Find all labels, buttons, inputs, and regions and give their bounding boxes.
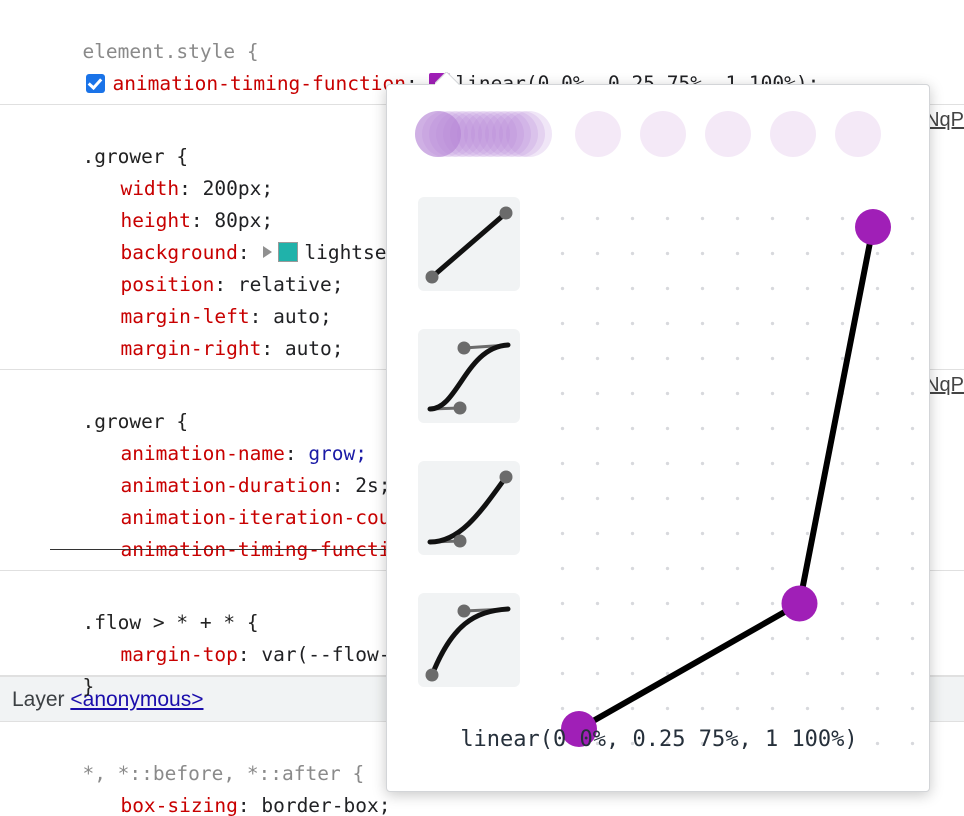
selector-line[interactable]: *, *::before, *::after { bbox=[0, 726, 964, 785]
property-name[interactable]: animation-timing-function bbox=[120, 538, 414, 561]
preview-dot bbox=[415, 111, 461, 157]
declaration-value[interactable]: var(--flow-spa bbox=[261, 643, 426, 666]
layer-anonymous-link[interactable]: <anonymous> bbox=[70, 688, 204, 711]
preview-trail-dot bbox=[457, 111, 503, 157]
easing-value-label: linear(0 0%, 0.25 75%, 1 100%) bbox=[460, 727, 858, 752]
selector-text: .grower { bbox=[82, 145, 189, 168]
property-name[interactable]: animation-iteration-count bbox=[120, 506, 414, 529]
declaration-animation-name[interactable]: animation-name: grow; bbox=[0, 406, 964, 465]
layer-label: Layer bbox=[12, 688, 71, 711]
preview-trail-dot bbox=[485, 111, 531, 157]
property-name[interactable]: animation-name bbox=[120, 442, 285, 465]
colon: : bbox=[179, 177, 203, 200]
declaration-value[interactable]: 80px; bbox=[214, 209, 274, 232]
declaration-position[interactable]: position: relative; bbox=[0, 237, 964, 296]
preset-ease-in[interactable] bbox=[418, 461, 520, 555]
expand-triangle-icon[interactable] bbox=[263, 246, 273, 258]
property-name[interactable]: animation-timing-function bbox=[112, 72, 406, 95]
preview-trail-dot bbox=[492, 111, 538, 157]
animation-preview-strip bbox=[387, 103, 931, 165]
preview-trail-dot bbox=[471, 111, 517, 157]
property-name[interactable]: margin-top bbox=[120, 643, 238, 666]
property-name[interactable]: margin-right bbox=[120, 337, 262, 360]
property-name[interactable]: margin-left bbox=[120, 305, 250, 328]
selector-text: *, *::before, *::after { bbox=[82, 762, 365, 785]
colon: : bbox=[237, 643, 262, 666]
colon: : bbox=[284, 442, 309, 465]
declaration-value[interactable]: grow; bbox=[308, 442, 368, 465]
property-name[interactable]: position bbox=[120, 273, 215, 296]
property-name[interactable]: width bbox=[120, 177, 180, 200]
curve-control-point[interactable] bbox=[561, 711, 597, 747]
stylesheet-source-link[interactable]: NqP bbox=[925, 109, 964, 131]
selector-line[interactable]: .flow > * + * { bbox=[0, 575, 964, 634]
colon: : bbox=[406, 72, 429, 95]
declaration-value[interactable]: auto; bbox=[273, 305, 332, 328]
preset-ease-out[interactable] bbox=[418, 593, 520, 687]
preview-trail-dot bbox=[506, 111, 552, 157]
easing-curve-line bbox=[576, 224, 876, 732]
selector-line[interactable]: element.style { bbox=[0, 4, 964, 63]
easing-curve-svg bbox=[561, 209, 891, 747]
preset-linear[interactable] bbox=[418, 197, 520, 291]
colon: : bbox=[261, 337, 285, 360]
declaration-animation-duration[interactable]: animation-duration: 2s; bbox=[0, 438, 964, 497]
property-name[interactable]: box-sizing bbox=[120, 794, 238, 816]
declaration-value[interactable]: border-box; bbox=[261, 794, 391, 816]
preview-dot bbox=[575, 111, 621, 157]
declaration-height[interactable]: height: 80px; bbox=[0, 173, 964, 232]
declaration-value[interactable]: relative; bbox=[237, 273, 344, 296]
selector-line[interactable]: .grower { bbox=[0, 109, 964, 168]
declaration-margin-top[interactable]: margin-top: var(--flow-spa bbox=[0, 607, 964, 666]
curve-control-point[interactable] bbox=[855, 209, 891, 245]
popup-arrow bbox=[435, 72, 461, 85]
preview-dot bbox=[705, 111, 751, 157]
close-brace-text: } bbox=[82, 675, 95, 698]
property-name[interactable]: animation-duration bbox=[120, 474, 332, 497]
declaration-value[interactable]: 200px; bbox=[202, 177, 274, 200]
property-name[interactable]: height bbox=[120, 209, 191, 232]
easing-editor-popup: linear(0 0%, 0.25 75%, 1 100%) bbox=[386, 84, 930, 792]
selector-text: element.style { bbox=[82, 40, 259, 63]
linear-easing-curve-editor[interactable] bbox=[537, 193, 919, 773]
colon: : bbox=[214, 273, 238, 296]
preview-dot bbox=[835, 111, 881, 157]
colon: : bbox=[190, 209, 215, 232]
preview-trail-dot bbox=[464, 111, 510, 157]
declaration-value[interactable]: 2s; bbox=[355, 474, 391, 497]
rule-close-brace: } bbox=[0, 639, 964, 698]
declaration-margin-left[interactable]: margin-left: auto; bbox=[0, 269, 964, 328]
preset-ease-in-out[interactable] bbox=[418, 329, 520, 423]
declaration-checkbox[interactable] bbox=[86, 74, 106, 93]
curve-control-point[interactable] bbox=[781, 585, 818, 622]
preview-dot bbox=[770, 111, 816, 157]
selector-text: .flow > * + * { bbox=[82, 611, 259, 634]
property-name[interactable]: background bbox=[120, 241, 238, 264]
declaration-value[interactable]: auto; bbox=[284, 337, 344, 360]
declaration-width[interactable]: width: 200px; bbox=[0, 141, 964, 200]
stylesheet-source-link[interactable]: NqP bbox=[925, 374, 964, 396]
preview-dot bbox=[640, 111, 686, 157]
colon: : bbox=[249, 305, 274, 328]
declaration-box-sizing[interactable]: box-sizing: border-box; bbox=[0, 758, 964, 816]
preview-trail-dot bbox=[478, 111, 524, 157]
selector-text: .grower { bbox=[82, 410, 189, 433]
color-swatch[interactable] bbox=[278, 242, 299, 262]
colon: : bbox=[237, 241, 262, 264]
selector-line[interactable]: .grower { bbox=[0, 374, 964, 433]
declaration-margin-right[interactable]: margin-right: auto; bbox=[0, 301, 964, 360]
preview-trail-dot bbox=[499, 111, 545, 157]
colon: : bbox=[331, 474, 356, 497]
colon: : bbox=[237, 794, 262, 816]
